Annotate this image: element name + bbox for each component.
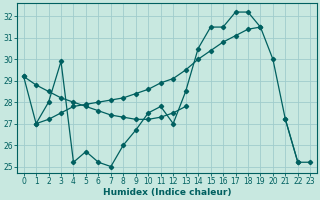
X-axis label: Humidex (Indice chaleur): Humidex (Indice chaleur) bbox=[103, 188, 231, 197]
